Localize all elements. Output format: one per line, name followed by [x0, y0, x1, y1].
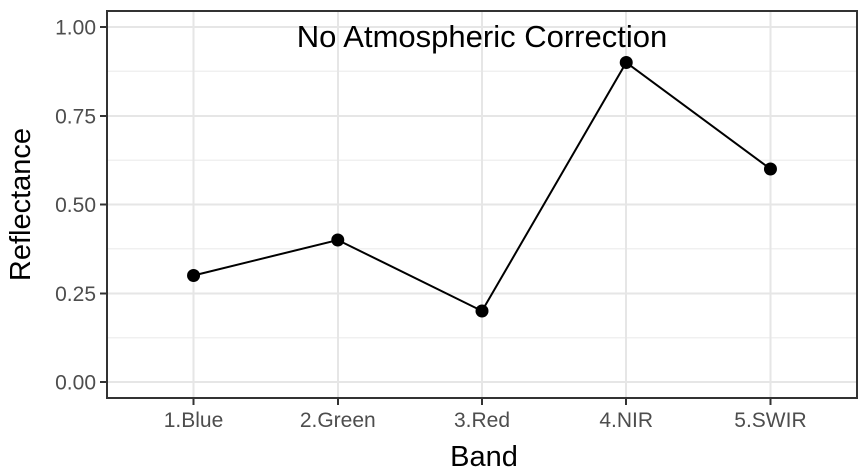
y-tick-label: 1.00: [55, 17, 96, 40]
y-tick-label: 0.25: [55, 283, 96, 306]
data-point: [763, 162, 777, 176]
x-tick-label: 1.Blue: [164, 409, 224, 432]
x-tick-label: 4.NIR: [599, 409, 653, 432]
data-series: [187, 56, 777, 318]
gridlines: [107, 11, 857, 398]
chart-title: No Atmospheric Correction: [297, 19, 667, 54]
panel-border: [106, 10, 858, 399]
y-tick-label: 0.00: [55, 372, 96, 395]
y-tick-label: 0.50: [55, 194, 96, 217]
y-axis-title: Reflectance: [5, 128, 37, 281]
x-tick-label: 3.Red: [454, 409, 510, 432]
data-point: [187, 269, 201, 282]
x-tick-label: 2.Green: [300, 409, 376, 432]
data-point: [619, 56, 633, 69]
x-axis-title: Band: [450, 441, 518, 473]
axes: 0.00 0.25 0.50 0.75 1.00 1.Blue 2.Green 3.Red 4.…: [55, 17, 807, 433]
x-tick-label: 5.SWIR: [734, 409, 806, 432]
data-point: [475, 304, 489, 318]
data-point: [331, 233, 345, 247]
y-tick-label: 0.75: [55, 105, 96, 128]
